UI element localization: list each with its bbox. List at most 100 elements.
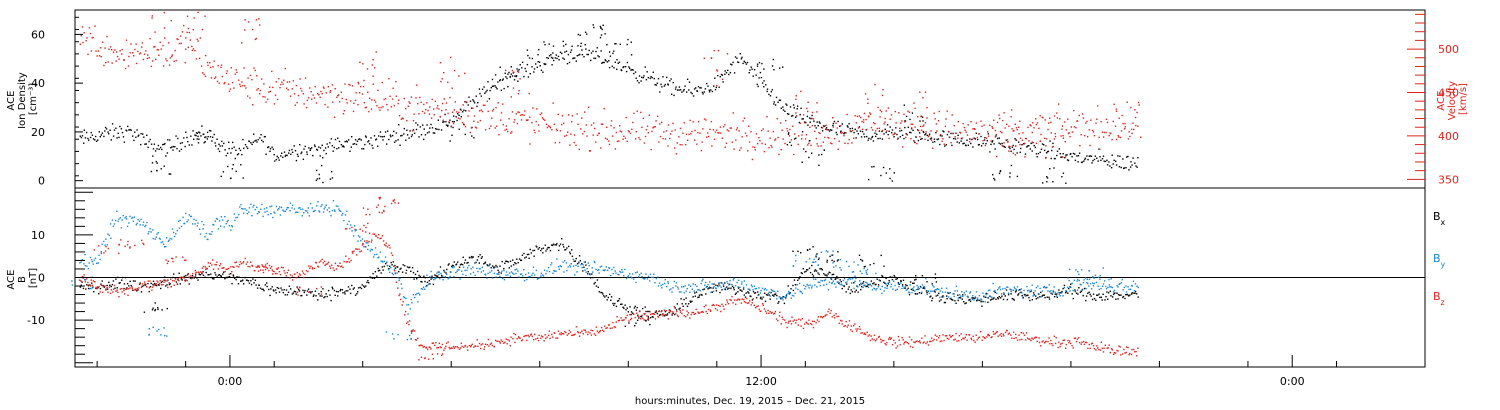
data-point: [177, 279, 179, 281]
data-point: [354, 225, 356, 227]
data-point: [1124, 126, 1126, 128]
data-point: [769, 137, 771, 139]
data-point: [1051, 146, 1054, 148]
data-point: [766, 116, 768, 118]
data-point: [598, 269, 600, 271]
data-point: [1088, 155, 1090, 157]
data-point: [666, 313, 669, 315]
data-point: [778, 99, 781, 101]
data-point: [401, 304, 403, 306]
data-point: [726, 286, 728, 288]
data-point: [622, 306, 624, 308]
data-point: [828, 281, 831, 283]
data-point: [517, 270, 519, 272]
data-point: [789, 141, 791, 143]
data-point: [712, 290, 715, 293]
data-point: [330, 138, 333, 140]
data-point: [807, 124, 809, 126]
data-point: [1069, 286, 1071, 288]
data-point: [512, 259, 514, 261]
data-point: [783, 302, 786, 305]
data-point: [1074, 159, 1077, 162]
data-point: [381, 136, 384, 138]
data-point: [647, 316, 649, 318]
data-point: [140, 291, 143, 293]
data-point: [867, 102, 869, 104]
data-point: [818, 257, 820, 260]
data-point: [533, 274, 536, 276]
data-point: [675, 309, 678, 311]
data-point: [1028, 296, 1030, 299]
data-point: [358, 138, 360, 141]
data-point: [80, 284, 82, 286]
data-point: [364, 143, 366, 146]
data-point: [761, 142, 763, 145]
data-point: [188, 31, 190, 34]
data-point: [900, 282, 902, 284]
data-point: [1055, 295, 1058, 297]
data-point: [719, 291, 721, 294]
data-point: [95, 135, 97, 138]
data-point: [377, 236, 379, 239]
data-point: [386, 143, 388, 145]
data-point: [299, 144, 301, 146]
data-point: [720, 286, 722, 288]
data-point: [675, 282, 678, 284]
data-point: [150, 282, 152, 285]
data-point: [186, 136, 188, 139]
data-point: [964, 129, 966, 131]
data-point: [359, 85, 362, 88]
data-point: [554, 57, 557, 59]
data-point: [409, 320, 411, 322]
data-point: [616, 300, 619, 302]
data-point: [232, 141, 234, 144]
data-point: [221, 140, 223, 143]
data-point: [388, 267, 390, 270]
data-point: [88, 262, 90, 264]
data-point: [833, 260, 835, 263]
data-point: [956, 141, 958, 143]
data-point: [532, 107, 534, 109]
data-point: [1014, 138, 1016, 140]
data-point: [1003, 112, 1005, 114]
data-point: [103, 135, 105, 138]
data-point: [245, 87, 247, 89]
data-point: [234, 73, 236, 75]
data-point: [149, 286, 152, 288]
data-point: [355, 143, 358, 146]
data-point: [389, 95, 391, 97]
data-point: [97, 139, 99, 141]
data-point: [318, 211, 321, 213]
data-point: [568, 61, 571, 64]
data-point: [459, 108, 462, 110]
data-point: [238, 276, 240, 278]
data-point: [425, 108, 427, 111]
data-point: [338, 265, 340, 267]
data-point: [868, 283, 870, 286]
data-point: [192, 29, 194, 31]
data-point: [667, 145, 669, 147]
data-point: [318, 293, 320, 295]
data-point: [157, 49, 160, 51]
data-point: [616, 59, 618, 61]
data-point: [140, 218, 142, 220]
data-point: [941, 291, 944, 293]
data-point: [261, 288, 263, 290]
data-point: [1031, 284, 1033, 286]
data-point: [787, 285, 789, 287]
data-point: [342, 145, 344, 147]
data-point: [447, 341, 449, 343]
data-point: [537, 248, 539, 250]
data-point: [643, 75, 645, 77]
data-point: [1062, 295, 1064, 297]
data-point: [480, 109, 482, 111]
data-point: [964, 302, 966, 305]
data-point: [697, 296, 699, 299]
data-point: [788, 113, 790, 115]
data-point: [571, 45, 573, 47]
data-point: [354, 139, 357, 141]
data-point: [538, 334, 540, 336]
data-point: [324, 147, 327, 149]
data-point: [1120, 282, 1123, 284]
data-point: [590, 329, 592, 331]
